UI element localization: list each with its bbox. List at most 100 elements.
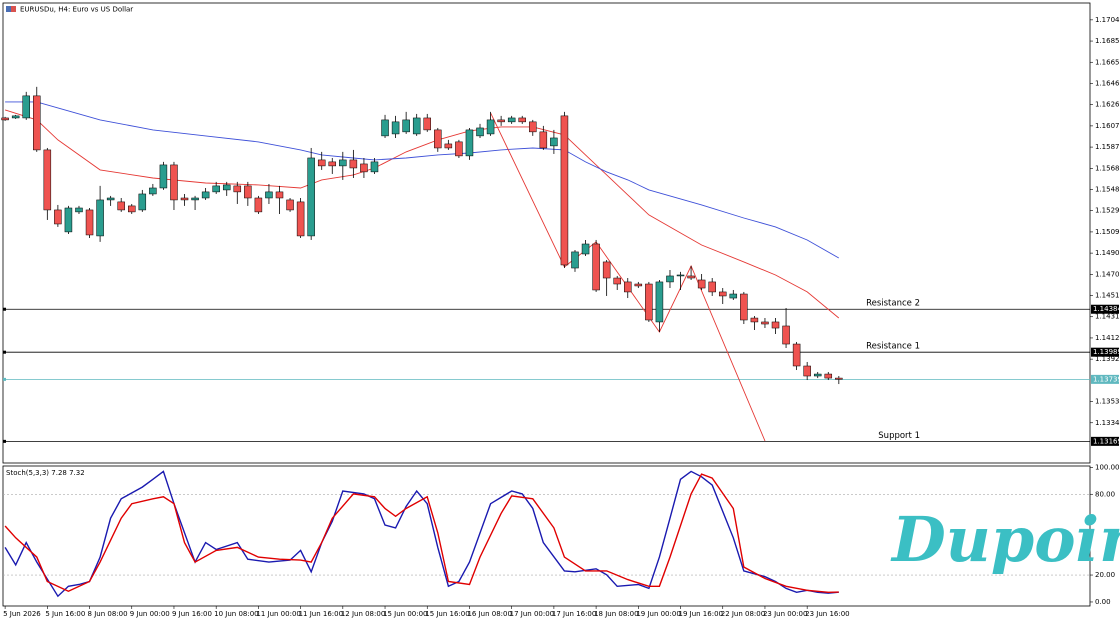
candle-body <box>761 321 769 325</box>
candle-body <box>423 117 431 131</box>
candle-body <box>634 283 643 287</box>
candle-body <box>666 275 674 283</box>
y-tick-label: 1.13925 <box>1095 355 1120 363</box>
candle-body <box>64 207 73 233</box>
candle-body <box>771 321 780 329</box>
chart-title: EURUSDu, H4: Euro vs US Dollar <box>20 6 133 14</box>
candle-body <box>444 143 453 149</box>
candle-body <box>824 373 833 379</box>
candle-body <box>1 117 9 121</box>
y-tick-label: 1.14315 <box>1095 313 1120 321</box>
y-tick-label: 0.00 <box>1095 598 1111 606</box>
candle-body <box>43 149 52 211</box>
candle-body <box>560 115 569 266</box>
level-anchor <box>3 350 6 354</box>
candle-body <box>265 191 273 199</box>
level-price-box <box>1091 374 1119 384</box>
level-price-box <box>1091 347 1119 357</box>
candle-body <box>708 281 716 293</box>
candle-body <box>813 373 822 377</box>
x-tick-label: 18 Jun 08:00 <box>594 610 638 618</box>
x-tick-label: 5 Jun 2026 <box>3 610 41 618</box>
x-tick-label: 10 Jun 08:00 <box>214 610 258 618</box>
candle-body <box>159 164 168 189</box>
candle-body <box>170 164 178 201</box>
x-tick-label: 22 Jun 08:00 <box>721 610 765 618</box>
y-tick-label: 20.00 <box>1095 571 1115 579</box>
y-tick-label: 1.14120 <box>1095 334 1120 342</box>
level-anchor <box>3 307 6 311</box>
candle-body <box>360 163 368 173</box>
stoch-line <box>4 473 839 594</box>
x-tick-label: 19 Jun 00:00 <box>636 610 680 618</box>
level-anchor <box>3 377 6 381</box>
candle-body <box>244 185 252 199</box>
candle-body <box>339 159 347 167</box>
candle-body <box>529 121 537 133</box>
y-tick-label: 1.16655 <box>1095 58 1120 66</box>
candle-body <box>782 325 790 345</box>
candle-body <box>149 187 157 195</box>
main-panel-frame <box>2 2 1091 464</box>
y-tick-label: 1.14900 <box>1095 249 1120 257</box>
x-tick-label: 19 Jun 16:00 <box>679 610 723 618</box>
candle-body <box>687 275 695 279</box>
candle-body <box>613 277 621 285</box>
y-tick-label: 1.15875 <box>1095 143 1120 151</box>
candle-body <box>233 185 242 193</box>
x-tick-label: 9 Jun 00:00 <box>130 610 170 618</box>
stoch-k-value: 7.28 <box>51 469 67 477</box>
candle-body <box>201 191 210 199</box>
y-tick-label: 1.13340 <box>1095 419 1120 427</box>
y-tick-label: 1.16070 <box>1095 122 1120 130</box>
x-tick-label: 15 Jun 16:00 <box>425 610 469 618</box>
candle-body <box>571 251 579 269</box>
candle-body <box>550 137 558 147</box>
candle-body <box>106 197 115 201</box>
candle-body <box>349 159 358 169</box>
candle-body <box>486 119 495 135</box>
y-tick-label: 1.17045 <box>1095 16 1120 24</box>
candle-body <box>286 199 294 211</box>
candle-body <box>370 161 379 173</box>
candle-body <box>792 343 801 367</box>
candle-body <box>645 283 653 321</box>
y-tick-label: 1.16850 <box>1095 37 1120 45</box>
x-tick-label: 11 Jun 16:00 <box>299 610 343 618</box>
x-tick-label: 23 Jun 00:00 <box>763 610 807 618</box>
level-price-label: 1.14384 <box>1093 305 1120 313</box>
level-name: Support 1 <box>878 431 920 441</box>
y-tick-label: 1.15485 <box>1095 186 1120 194</box>
candle-body <box>33 95 41 151</box>
candle-body <box>138 193 147 211</box>
y-tick-label: 1.16265 <box>1095 101 1120 109</box>
level-name: Resistance 2 <box>866 299 920 309</box>
level-price-label: 1.13169 <box>1093 437 1120 445</box>
candle-body <box>254 197 263 213</box>
level-price-label: 1.13739 <box>1093 375 1120 383</box>
stoch-d-value: 7.32 <box>69 469 85 477</box>
x-tick-label: 17 Jun 00:00 <box>510 610 554 618</box>
x-tick-label: 8 Jun 08:00 <box>88 610 128 618</box>
candle-body <box>718 291 727 297</box>
level-price-label: 1.13989 <box>1093 348 1120 356</box>
y-tick-label: 1.14510 <box>1095 292 1120 300</box>
candle-body <box>381 119 389 137</box>
candle-body <box>697 279 706 289</box>
candle-body <box>54 209 62 225</box>
candle-body <box>296 201 305 237</box>
candle-body <box>676 274 685 277</box>
stoch-name: Stoch(5,3,3) <box>6 469 49 477</box>
candle-body <box>11 115 20 119</box>
candle-body <box>412 117 421 135</box>
overlay-line <box>5 101 840 259</box>
x-tick-label: 5 Jun 16:00 <box>45 610 85 618</box>
candle-body <box>539 131 548 149</box>
y-tick-label: 1.13535 <box>1095 398 1120 406</box>
candle-body <box>275 191 284 199</box>
candle-body <box>222 184 231 191</box>
icon-part <box>11 6 16 12</box>
x-tick-label: 16 Jun 08:00 <box>467 610 511 618</box>
candle-body <box>434 129 442 149</box>
candle-body <box>740 293 748 321</box>
